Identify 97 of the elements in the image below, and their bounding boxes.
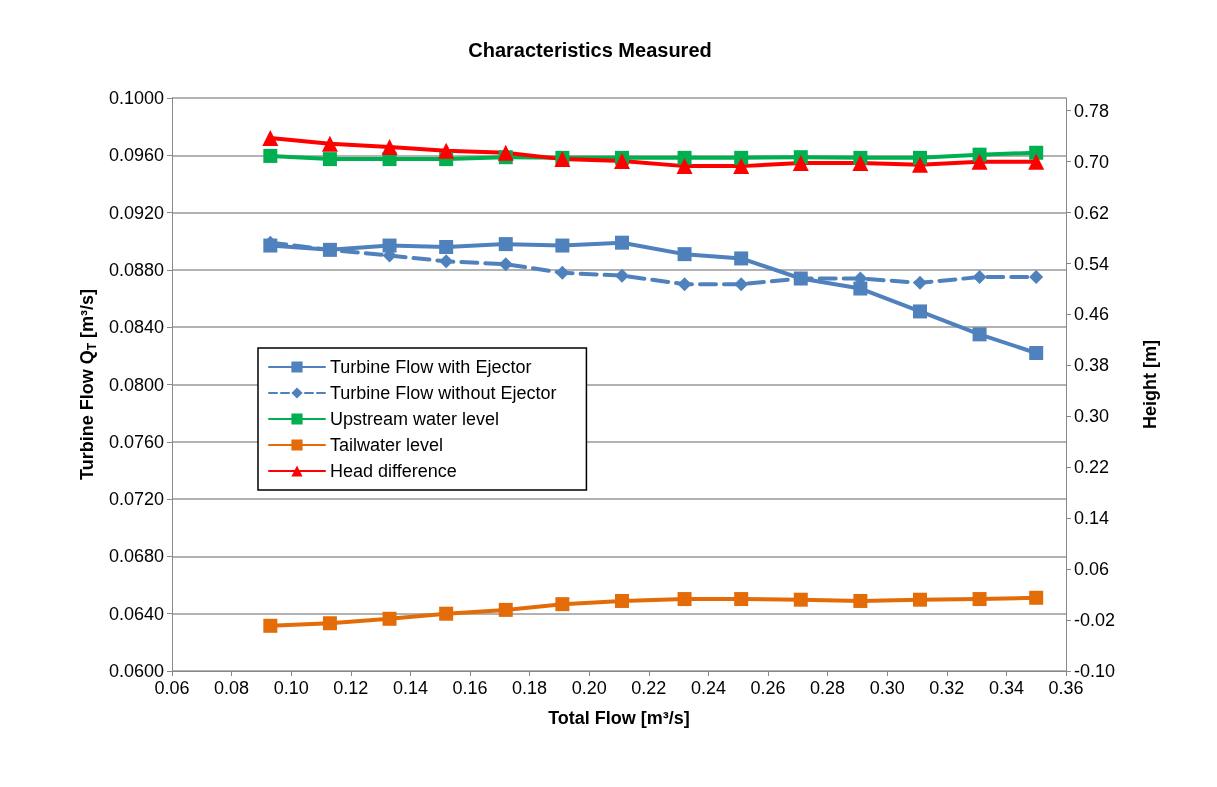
point xyxy=(911,156,928,173)
y2-tick-label: 0.22 xyxy=(1074,457,1110,478)
y-tick-label: 0.0680 xyxy=(108,546,164,567)
point xyxy=(853,593,868,608)
point xyxy=(912,275,927,290)
point xyxy=(438,142,455,159)
x-tick-label: 0.06 xyxy=(154,678,190,698)
legend-label: Turbine Flow with Ejector xyxy=(330,357,532,377)
point xyxy=(972,592,987,607)
x-tick-label: 0.12 xyxy=(333,678,369,698)
point xyxy=(1029,590,1044,605)
point xyxy=(263,148,278,163)
y2-tick-label: 0.78 xyxy=(1074,100,1110,121)
point xyxy=(971,153,988,170)
point xyxy=(497,144,514,161)
point xyxy=(439,606,454,621)
point xyxy=(382,611,397,626)
point xyxy=(734,592,749,607)
y2-tick-label: 0.54 xyxy=(1074,253,1110,274)
y2-tick-label: -0.10 xyxy=(1074,661,1116,681)
point xyxy=(498,237,513,252)
point xyxy=(677,592,692,607)
x-tick-label: 0.16 xyxy=(452,678,488,698)
y-tick-label: 0.0760 xyxy=(108,431,164,452)
point xyxy=(677,277,692,292)
x-tick-label: 0.30 xyxy=(869,678,905,698)
point xyxy=(439,254,454,269)
y-tick-label: 0.0920 xyxy=(108,202,164,223)
x-tick-label: 0.34 xyxy=(988,678,1024,698)
chart-title: Characteristics Measured xyxy=(468,39,712,61)
point xyxy=(321,135,338,152)
y-tick-label: 0.0800 xyxy=(108,374,164,395)
point xyxy=(262,130,279,147)
x-tick-label: 0.28 xyxy=(810,678,846,698)
point xyxy=(1029,345,1044,360)
x-tick-label: 0.18 xyxy=(512,678,548,698)
y2-tick-label: 0.38 xyxy=(1074,355,1110,376)
point xyxy=(381,139,398,156)
point xyxy=(972,327,987,342)
legend-label: Turbine Flow without Ejector xyxy=(330,383,557,403)
y2-tick-label: 0.70 xyxy=(1074,151,1110,172)
point xyxy=(677,247,692,262)
y-tick-label: 0.1000 xyxy=(108,88,164,108)
point xyxy=(498,602,513,617)
y-tick-label: 0.0600 xyxy=(108,661,164,681)
x-tick-label: 0.20 xyxy=(571,678,607,698)
point xyxy=(912,304,927,319)
x-tick-label: 0.32 xyxy=(929,678,965,698)
point xyxy=(555,265,570,280)
y2-tick-label: 0.30 xyxy=(1074,406,1110,427)
point xyxy=(1029,270,1044,285)
y-tick-label: 0.0880 xyxy=(108,259,164,280)
point xyxy=(322,616,337,631)
point xyxy=(852,154,869,171)
point xyxy=(498,257,513,272)
y2-tick-label: 0.06 xyxy=(1074,559,1110,580)
y-tick-label: 0.0720 xyxy=(108,489,164,510)
point xyxy=(1028,153,1045,170)
point xyxy=(676,158,693,175)
x-tick-label: 0.10 xyxy=(273,678,309,698)
x-tick-label: 0.24 xyxy=(690,678,726,698)
y2-tick-label: 0.46 xyxy=(1074,304,1110,325)
point xyxy=(439,239,454,254)
y2-tick-label: -0.02 xyxy=(1074,610,1116,631)
point xyxy=(912,592,927,607)
point xyxy=(792,154,809,171)
y-tick-label: 0.0960 xyxy=(108,145,164,166)
point xyxy=(263,618,278,633)
legend-label: Upstream water level xyxy=(330,409,500,429)
x-tick-label: 0.08 xyxy=(214,678,250,698)
point xyxy=(555,597,570,612)
legend-label: Tailwater level xyxy=(330,435,444,455)
legend-label: Head difference xyxy=(330,461,457,481)
point xyxy=(614,235,629,250)
point xyxy=(734,251,749,266)
point xyxy=(614,268,629,283)
x-tick-label: 0.36 xyxy=(1048,678,1084,698)
point xyxy=(613,153,630,170)
point xyxy=(322,152,337,167)
point xyxy=(555,238,570,253)
y2-tick-label: 0.62 xyxy=(1074,202,1110,223)
y2-axis-title: Height [m] xyxy=(1140,340,1160,429)
x-axis-title: Total Flow [m³/s] xyxy=(548,708,690,728)
point xyxy=(734,277,749,292)
point xyxy=(614,593,629,608)
point xyxy=(733,158,750,175)
point xyxy=(972,270,987,285)
point xyxy=(853,281,868,296)
point xyxy=(382,238,397,253)
x-tick-label: 0.22 xyxy=(631,678,667,698)
y-axis-title: Turbine Flow QT [m³/s] xyxy=(77,289,100,480)
point xyxy=(793,592,808,607)
y-tick-label: 0.0640 xyxy=(108,603,164,624)
x-tick-label: 0.26 xyxy=(750,678,786,698)
y-tick-label: 0.0840 xyxy=(108,317,164,338)
y2-tick-label: 0.14 xyxy=(1074,508,1110,529)
x-tick-label: 0.14 xyxy=(392,678,428,698)
